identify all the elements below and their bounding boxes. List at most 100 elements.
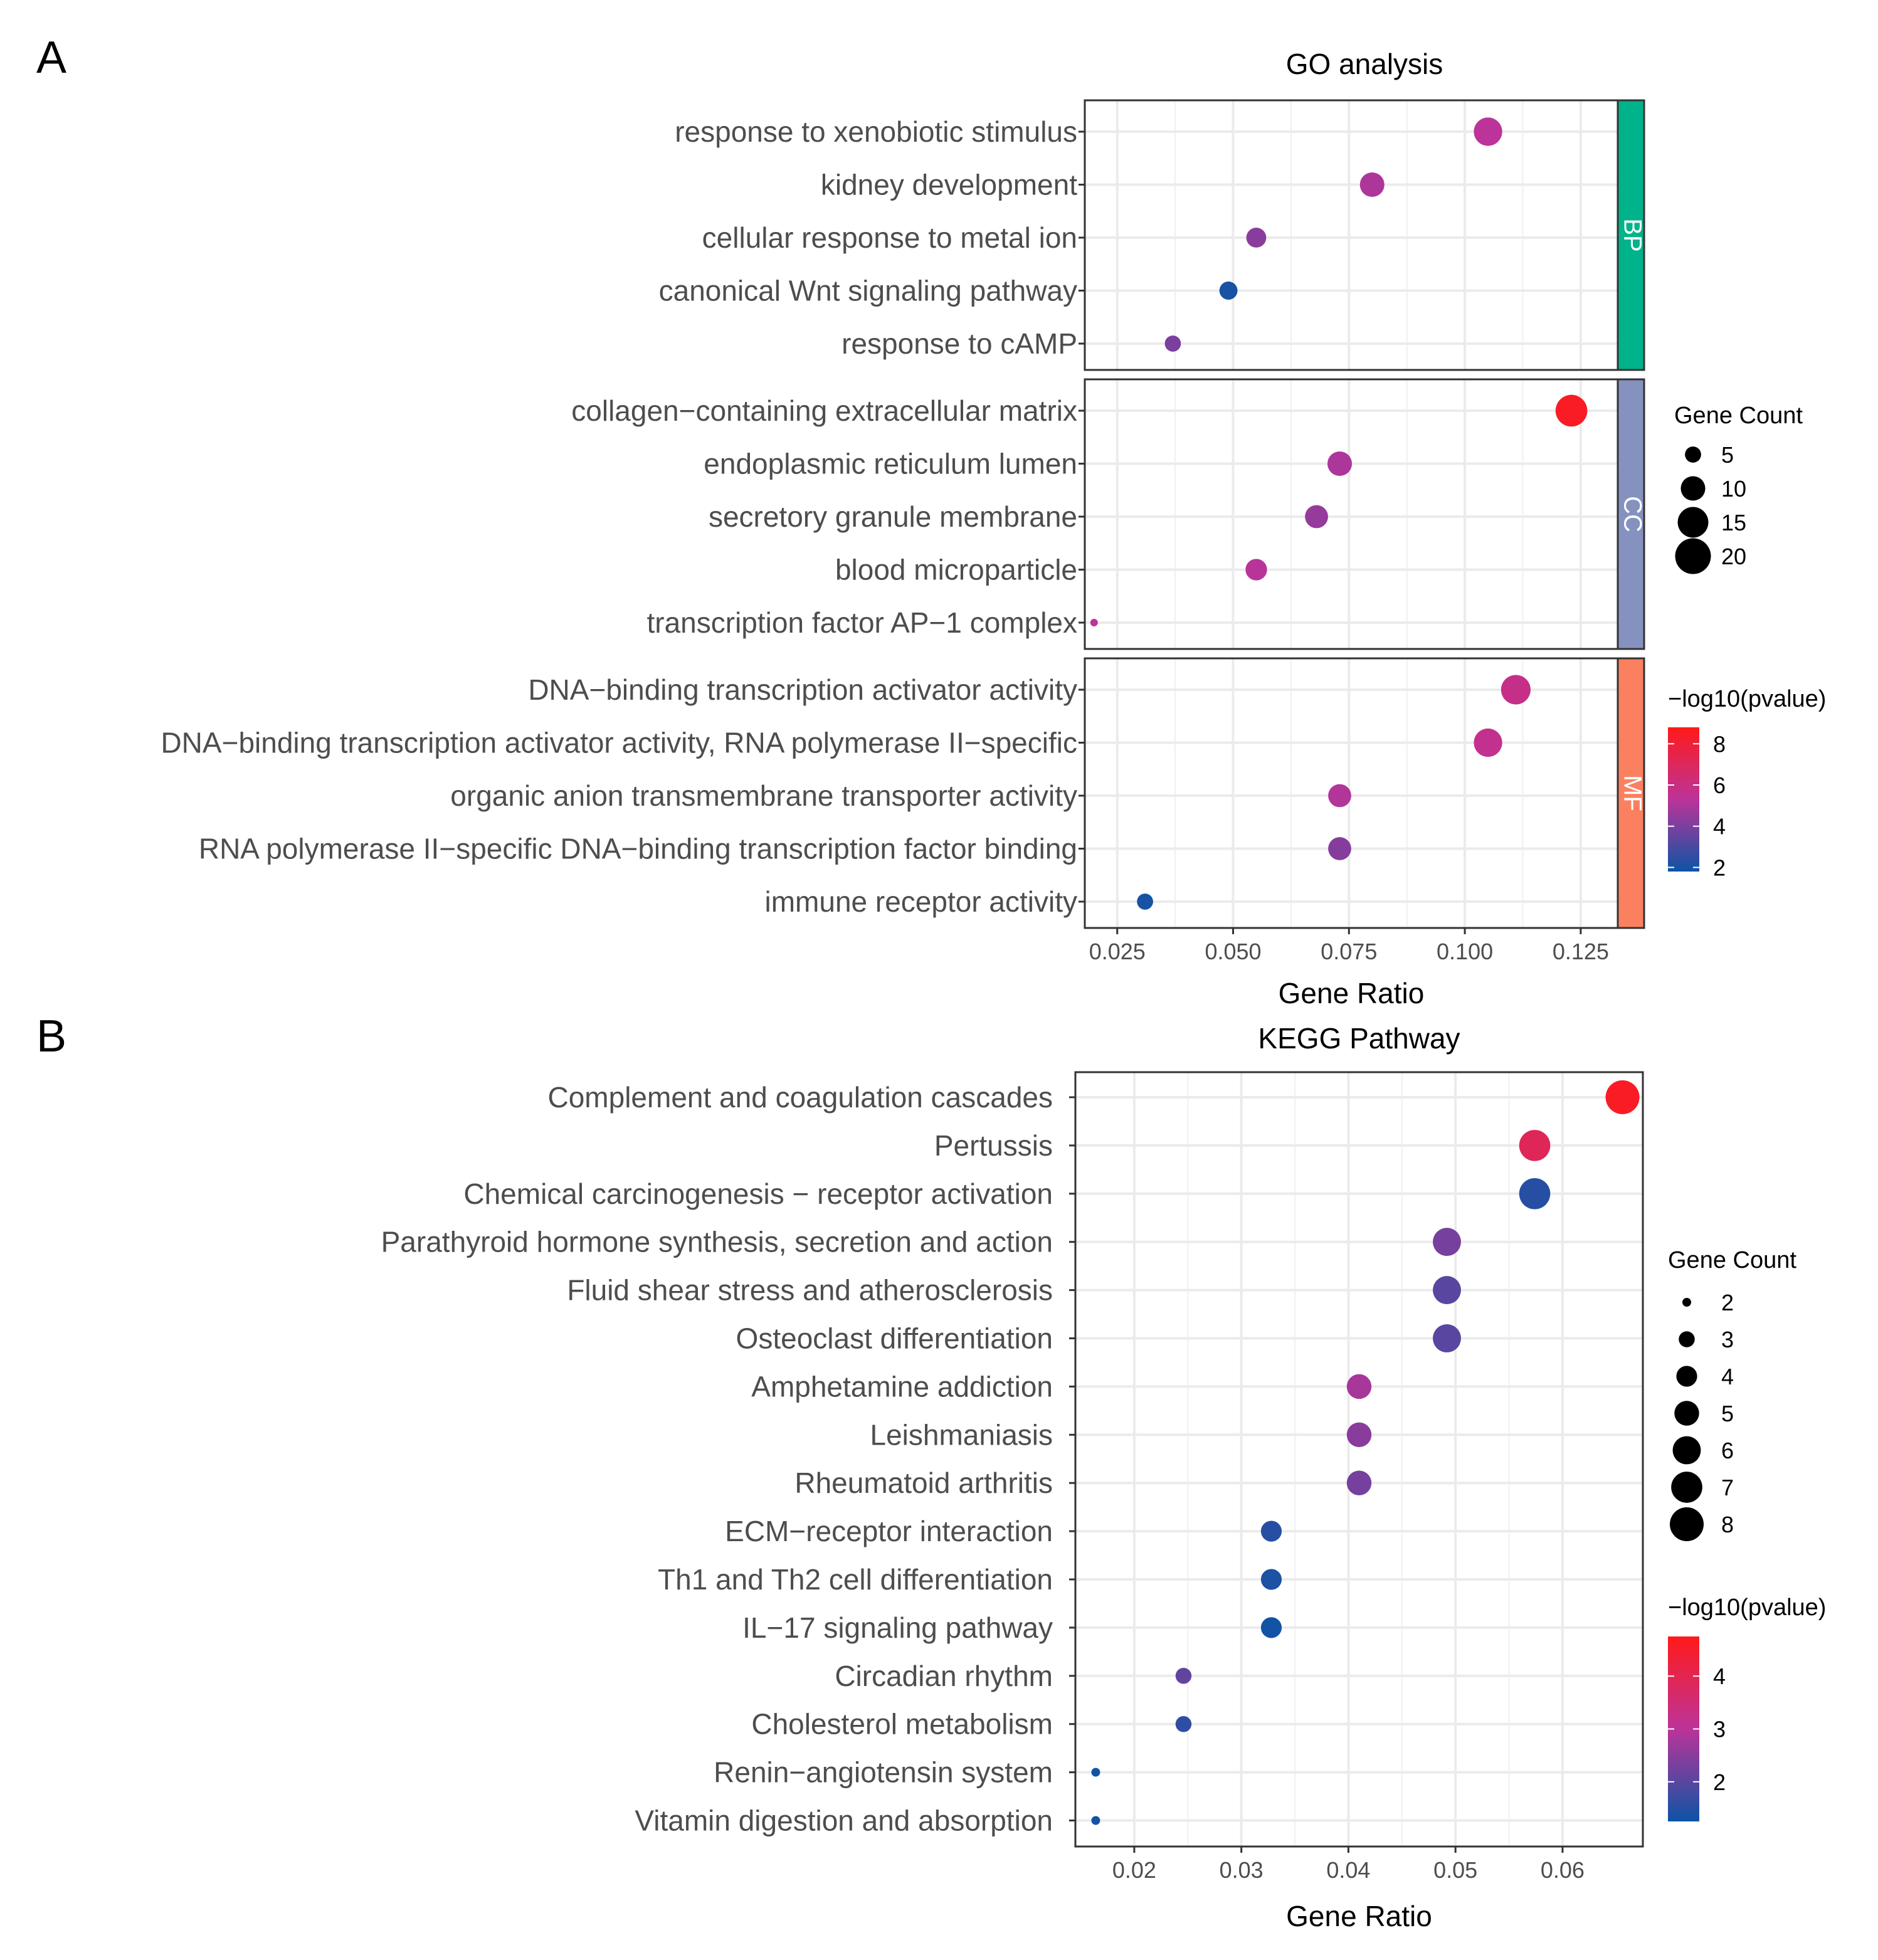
size-legend-label: 5 [1721,442,1734,468]
facet-mf: DNA−binding transcription activator acti… [161,657,1646,929]
size-legend-key [1676,1366,1697,1387]
size-legend-key [1682,1298,1691,1307]
point-parathyroid-hormone-synthesis-secretion-and-action [1433,1228,1461,1257]
chart-title: KEGG Pathway [1258,1022,1460,1055]
size-legend-label: 15 [1721,510,1746,535]
y-tick-label: Renin−angiotensin system [714,1756,1053,1789]
facet-panel-bg [1085,658,1618,928]
size-legend-label: 5 [1721,1401,1734,1426]
y-tick-label: Complement and coagulation cascades [548,1081,1053,1114]
y-tick-label: RNA polymerase II−specific DNA−binding t… [199,833,1077,865]
point-cholesterol-metabolism [1175,1715,1192,1732]
point-secretory-granule-membrane [1305,505,1328,529]
x-tick-label: 0.075 [1321,939,1377,964]
facet-strip [1617,99,1645,371]
y-tick-label: Pertussis [934,1129,1053,1162]
point-vitamin-digestion-and-absorption [1091,1816,1100,1825]
color-legend-label: 4 [1713,1663,1726,1689]
y-tick-label: transcription factor AP−1 complex [647,606,1078,639]
point-circadian-rhythm [1175,1668,1192,1684]
y-tick-label: organic anion transmembrane transporter … [450,779,1077,812]
size-legend-label: 2 [1721,1290,1734,1315]
size-legend-key [1672,1436,1701,1465]
facet-bp: response to xenobiotic stimulus kidney de… [659,99,1646,371]
x-tick-label: 0.025 [1089,939,1146,964]
color-legend-label: 4 [1713,814,1726,840]
point-fluid-shear-stress-and-atherosclerosis [1433,1276,1461,1305]
point-kidney-development [1359,172,1385,198]
point-endoplasmic-reticulum-lumen [1327,451,1353,477]
point-complement-and-coagulation-cascades [1605,1080,1640,1114]
x-tick-label: 0.050 [1205,939,1261,964]
y-tick-label: collagen−containing extracellular matrix [571,394,1077,427]
y-tick-label: DNA−binding transcription activator acti… [528,673,1077,706]
size-legend-label: 3 [1721,1327,1734,1352]
point-chemical-carcinogenesis-receptor-activation [1519,1178,1551,1209]
x-tick-label: 0.04 [1326,1857,1370,1883]
size-legend-label: 8 [1721,1512,1734,1537]
size-legend-key [1674,1401,1699,1426]
point-pertussis [1519,1130,1551,1161]
y-tick-label: ECM−receptor interaction [725,1515,1053,1547]
x-tick-label: 0.02 [1112,1857,1156,1883]
y-tick-label: IL−17 signaling pathway [742,1611,1053,1644]
y-tick-label: DNA−binding transcription activator acti… [161,727,1077,759]
y-tick-label: Fluid shear stress and atherosclerosis [567,1274,1053,1307]
point-th1-and-th2-cell-differentiation [1260,1569,1282,1590]
plot-bg [1075,1072,1643,1847]
point-response-to-camp [1164,335,1181,352]
point-osteoclast-differentiation [1433,1324,1461,1352]
size-legend-label: 6 [1721,1438,1734,1463]
chart-title: GO analysis [1286,48,1443,80]
facet-strip [1617,378,1645,650]
y-tick-label: response to xenobiotic stimulus [675,115,1077,148]
point-amphetamine-addiction [1346,1374,1372,1399]
x-tick-label: 0.05 [1433,1857,1477,1883]
size-legend-label: 10 [1721,476,1746,502]
size-legend-title: Gene Count [1674,403,1803,429]
y-tick-label: Cholesterol metabolism [751,1708,1053,1741]
facet-strip-label: BP [1618,218,1646,251]
facet-strip [1617,657,1645,929]
x-tick-label: 0.03 [1220,1857,1263,1883]
y-tick-label: Leishmaniasis [870,1418,1053,1451]
size-legend-key [1670,1507,1704,1541]
y-tick-label: Vitamin digestion and absorption [635,1805,1053,1837]
size-legend-label: 7 [1721,1475,1734,1500]
y-tick-label: response to cAMP [841,327,1077,360]
facet-cc: collagen−containing extracellular matrix… [571,378,1646,650]
point-leishmaniasis [1346,1422,1372,1448]
panel-label-b: B [36,1011,66,1062]
y-tick-label: Osteoclast differentiation [736,1322,1053,1355]
y-tick-label: blood microparticle [835,554,1077,586]
x-tick-label: 0.125 [1553,939,1609,964]
size-legend-key [1679,1331,1695,1347]
size-legend-label: 4 [1721,1364,1734,1389]
x-tick-label: 0.100 [1437,939,1493,964]
x-axis-title: Gene Ratio [1279,977,1425,1009]
y-tick-label: immune receptor activity [765,885,1078,918]
point-cellular-response-to-metal-ion [1246,228,1267,248]
color-legend-bar [1668,727,1699,872]
panel-label-a: A [36,33,66,83]
point-transcription-factor-ap-1-complex [1090,619,1098,626]
point-blood-microparticle [1245,559,1267,581]
y-tick-label: canonical Wnt signaling pathway [659,275,1077,307]
y-tick-label: kidney development [821,169,1077,201]
size-legend-key [1677,507,1709,538]
size-legend-label: 20 [1721,544,1746,569]
color-legend-label: 6 [1713,772,1726,798]
y-tick-label: cellular response to metal ion [702,221,1077,254]
color-legend-label: 8 [1713,731,1726,757]
point-il-17-signaling-pathway [1260,1617,1282,1638]
point-dna-binding-transcription-activator-activity-rna-polymerase-ii-specific [1474,728,1502,757]
point-dna-binding-transcription-activator-activity [1501,675,1531,705]
go-analysis-chart: GO analysis response to xenobiotic stimul… [161,48,1826,1009]
color-legend-label: 3 [1713,1717,1726,1742]
point-renin-angiotensin-system [1091,1768,1100,1777]
y-tick-label: endoplasmic reticulum lumen [704,448,1077,480]
facet-panel-bg [1085,100,1618,370]
size-legend-key [1685,446,1701,463]
y-tick-label: Parathyroid hormone synthesis, secretion… [381,1226,1053,1258]
